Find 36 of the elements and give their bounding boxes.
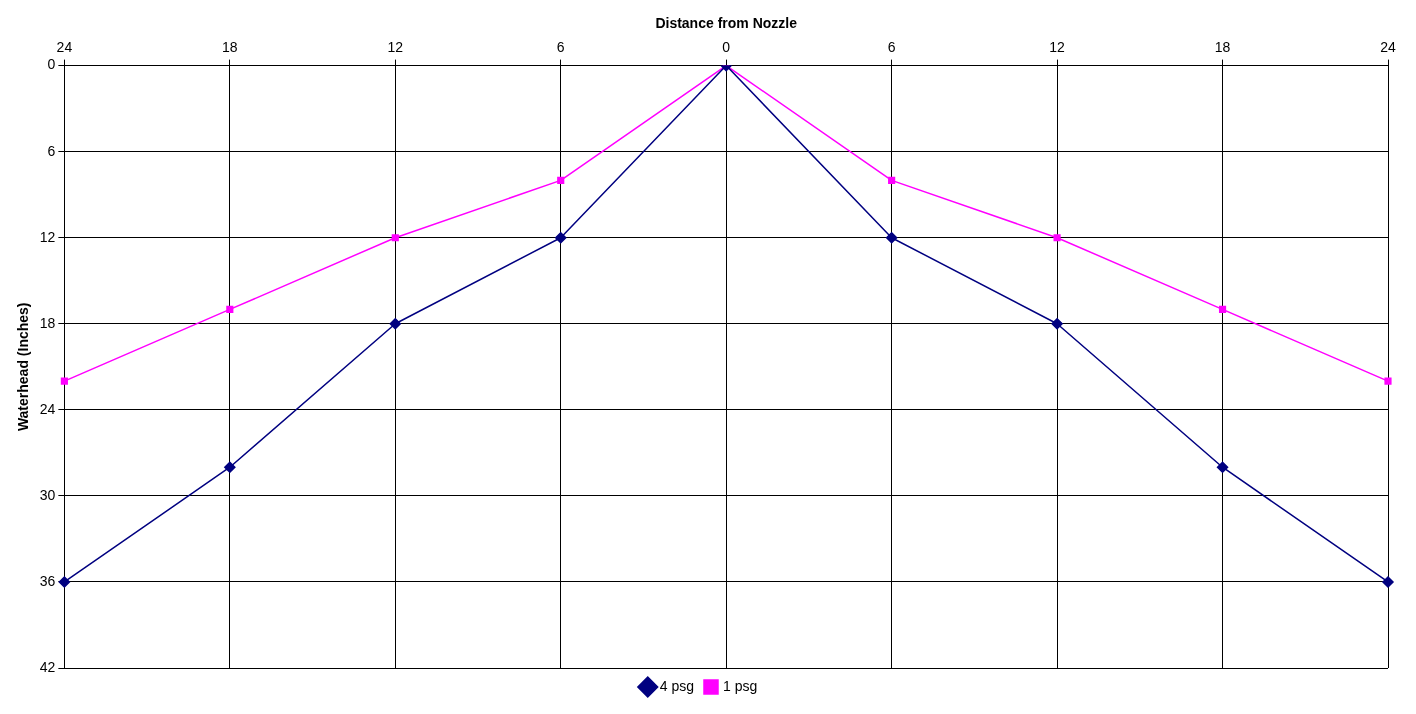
point: [1382, 576, 1394, 588]
y-tick-label: 6: [47, 142, 56, 159]
point: [888, 176, 896, 184]
x-tick-label: 18: [222, 39, 238, 56]
point: [1384, 377, 1392, 385]
x-tick-label: 24: [1380, 39, 1396, 56]
x-tick-label: 6: [887, 39, 896, 56]
point: [1053, 234, 1061, 242]
point: [60, 377, 68, 385]
y-tick-label: 0: [47, 56, 56, 73]
point: [58, 576, 71, 588]
point: [554, 231, 567, 244]
point: [1051, 318, 1063, 330]
point: [391, 234, 399, 242]
legend-label: 4 psg: [659, 677, 694, 694]
y-tick-label: 30: [39, 486, 56, 503]
point: [1218, 305, 1227, 314]
point: [885, 231, 898, 244]
point: [557, 176, 565, 184]
y-tick-label: 42: [39, 658, 56, 675]
x-tick-label: 12: [1049, 39, 1066, 56]
x-tick-label: 18: [1214, 39, 1231, 56]
x-tick-label: 12: [387, 39, 404, 56]
x-tick-label: 0: [722, 39, 731, 56]
x-axis-title: Distance from Nozzle: [655, 15, 798, 32]
y-tick-label: 12: [39, 228, 56, 245]
legend-label: 1 psg: [723, 677, 758, 694]
y-tick-label: 36: [39, 572, 56, 589]
x-tick-label: 6: [556, 39, 565, 56]
point: [226, 305, 234, 314]
point: [1216, 461, 1229, 473]
point: [224, 461, 236, 473]
point: [389, 318, 402, 330]
y-tick-label: 18: [39, 314, 56, 331]
y-tick-label: 24: [39, 400, 56, 417]
y-axis-title: Waterhead (Inches): [15, 302, 32, 432]
